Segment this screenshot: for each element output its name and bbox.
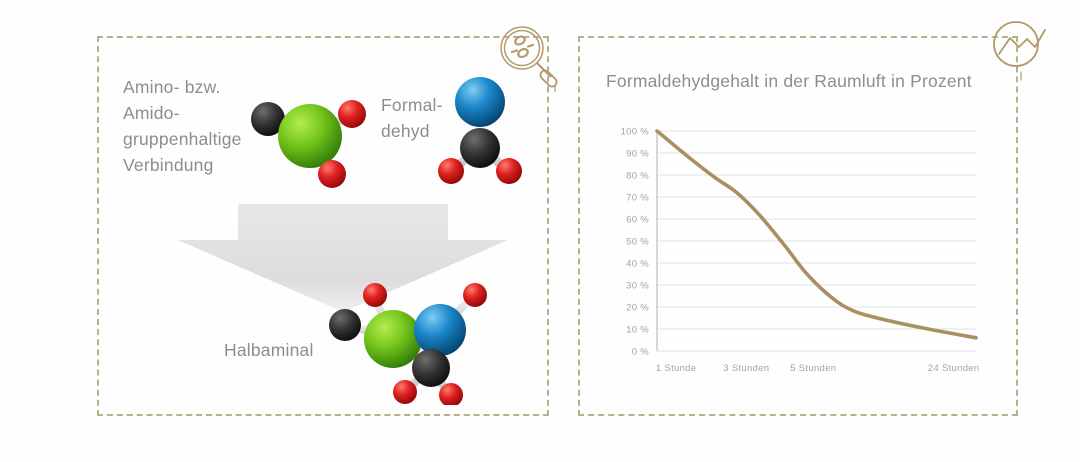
carbon-atom (251, 102, 285, 136)
data-series-line (655, 129, 978, 340)
y-tick-label: 0 % (632, 346, 650, 357)
y-tick-label: 40 % (626, 258, 649, 269)
formaldehyd-label: Formal- dehyd (381, 95, 443, 141)
gridlines (657, 130, 976, 352)
oxygen-atom (393, 380, 417, 404)
oxygen-atom (318, 160, 346, 188)
blue-atom (414, 304, 466, 356)
y-tick-label: 80 % (626, 170, 649, 181)
x-tick-label: 24 Stunden (928, 363, 980, 374)
y-tick-label: 10 % (626, 324, 649, 335)
chart-canvas: 100 % 90 % 80 % 70 % 60 % 50 % 40 % 30 % 20 % 10 … (621, 126, 980, 374)
oxygen-atom (363, 283, 387, 307)
formaldehyd-molecule (438, 77, 522, 184)
halbaminal-label: Halbaminal (224, 340, 314, 360)
carbon-atom (460, 128, 500, 168)
y-tick-label: 30 % (626, 280, 649, 291)
y-axis-labels: 100 % 90 % 80 % 70 % 60 % 50 % 40 % 30 % 20 % 10 … (621, 126, 650, 357)
y-tick-label: 100 % (621, 126, 650, 137)
chart-panel (578, 36, 1018, 416)
chart-title: Formaldehydgehalt in der Raumluft in Pro… (606, 71, 972, 91)
x-tick-label: 5 Stunden (790, 363, 836, 374)
oxygen-atom (463, 283, 487, 307)
magnifier-molecule-icon (500, 26, 558, 92)
oxygen-atom (338, 100, 366, 128)
y-tick-label: 70 % (626, 192, 649, 203)
amino-compound-label: Amino- bzw. Amido- gruppenhaltige Verbin… (123, 77, 242, 175)
nitrogen-atom (364, 310, 422, 368)
downward-arrow (178, 204, 508, 312)
y-tick-label: 50 % (626, 236, 649, 247)
y-tick-label: 20 % (626, 302, 649, 313)
formaldehyde-decay-chart: 100 % 90 % 80 % 70 % 60 % 50 % 40 % 30 % 20 % 10 … (598, 120, 998, 385)
amino-compound-molecule (251, 100, 366, 188)
x-axis-labels: 1 Stunde 3 Stunden 5 Stunden 24 Stunden (656, 363, 980, 374)
reaction-panel (97, 36, 549, 416)
x-tick-label: 1 Stunde (656, 363, 696, 374)
oxygen-atom (496, 158, 522, 184)
oxygen-atom (438, 158, 464, 184)
nitrogen-atom (278, 104, 342, 168)
y-tick-label: 90 % (626, 148, 649, 159)
oxygen-atom (439, 383, 463, 405)
trend-chart-icon (993, 21, 1046, 81)
halbaminal-molecule (329, 283, 487, 405)
x-tick-label: 3 Stunden (723, 363, 769, 374)
carbon-atom (412, 349, 450, 387)
carbon-atom (329, 309, 361, 341)
blue-atom (455, 77, 505, 127)
y-tick-label: 60 % (626, 214, 649, 225)
